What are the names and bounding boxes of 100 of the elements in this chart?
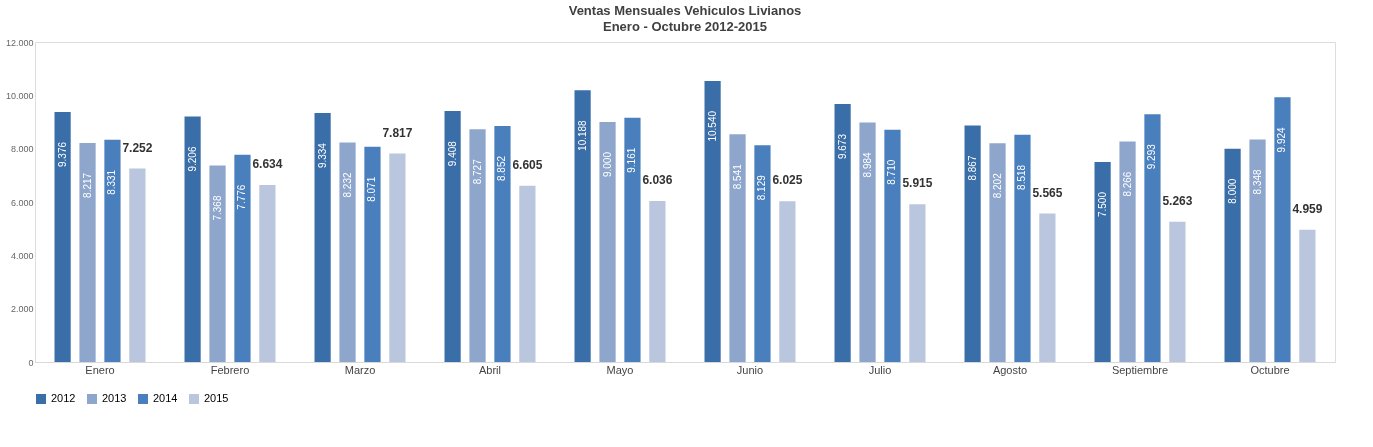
data-label: 9.673	[836, 133, 848, 160]
y-tick-label: 4.000	[10, 250, 34, 261]
x-tick-label: Mayo	[606, 363, 634, 376]
bar	[79, 142, 96, 362]
data-label: 6.025	[772, 173, 803, 188]
bar	[129, 168, 146, 362]
data-label: 8.202	[991, 172, 1003, 199]
y-tick-label: 0	[28, 357, 34, 368]
data-label: 7.817	[382, 125, 413, 140]
data-label: 8.518	[1016, 164, 1028, 190]
data-label: 4.959	[1292, 201, 1323, 216]
bar	[494, 125, 511, 362]
data-label: 9.161	[626, 147, 638, 173]
data-label: 8.071	[366, 176, 378, 202]
bar	[1274, 97, 1291, 362]
data-label: 5.263	[1162, 193, 1193, 208]
data-label: 9.334	[316, 142, 328, 169]
data-label: 7.252	[122, 140, 153, 155]
data-label: 7.776	[236, 184, 248, 210]
bar	[884, 129, 901, 362]
bar	[859, 122, 876, 362]
data-label: 8.541	[731, 163, 743, 190]
data-label: 9.376	[56, 141, 68, 167]
bar	[389, 153, 406, 362]
bar	[779, 201, 796, 362]
bar	[339, 142, 356, 362]
data-label: 6.634	[252, 157, 283, 172]
bar	[259, 185, 276, 362]
bar	[184, 116, 201, 362]
x-tick-label: Febrero	[210, 363, 250, 376]
data-label: 9.924	[1276, 126, 1288, 153]
x-tick-label: Enero	[85, 363, 115, 376]
data-label: 6.605	[512, 157, 543, 172]
data-label: 8.984	[861, 152, 873, 178]
y-tick-label: 8.000	[10, 144, 34, 155]
bar	[314, 113, 331, 362]
bar	[574, 90, 591, 362]
x-tick-label: Septiembre	[1111, 363, 1169, 376]
bar	[469, 129, 486, 362]
data-label: 9.293	[1146, 143, 1158, 170]
bar	[834, 104, 851, 362]
y-tick-label: 10.000	[5, 90, 34, 101]
data-label: 7.368	[211, 195, 223, 221]
x-tick-label: Abril	[478, 363, 502, 376]
bar	[519, 185, 536, 362]
bar	[1094, 162, 1111, 362]
legend-label: 2014	[153, 392, 178, 404]
data-label: 8.266	[1121, 171, 1133, 197]
data-label: 8.727	[471, 158, 483, 185]
bar	[104, 139, 121, 362]
bar	[909, 204, 926, 362]
data-label: 9.408	[446, 140, 458, 167]
bar	[234, 154, 251, 362]
legend-label: 2012	[51, 392, 76, 404]
x-tick-label: Marzo	[344, 363, 376, 376]
bar	[599, 122, 616, 362]
data-label: 5.915	[902, 176, 933, 191]
data-label: 10.540	[706, 110, 718, 142]
x-tick-label: Agosto	[992, 363, 1028, 376]
data-label: 8.852	[496, 155, 508, 181]
legend-label: 2015	[204, 392, 229, 404]
bar	[209, 165, 226, 362]
chart-subtitle: Enero - Octubre 2012-2015	[602, 19, 768, 34]
data-label: 8.232	[341, 172, 353, 198]
data-label: 8.000	[1226, 178, 1238, 204]
data-label: 8.710	[886, 159, 898, 185]
bar	[364, 146, 381, 362]
y-tick-label: 6.000	[10, 197, 34, 208]
bar	[964, 125, 981, 362]
data-label: 10.188	[576, 119, 588, 151]
data-label: 8.348	[1251, 168, 1263, 195]
data-label: 8.129	[756, 174, 768, 201]
bar	[729, 134, 746, 362]
data-label: 9.000	[601, 151, 613, 178]
x-tick-label: Junio	[736, 363, 764, 376]
data-label: 8.217	[81, 172, 93, 198]
bar	[1299, 229, 1316, 362]
legend-label: 2013	[102, 392, 127, 404]
bar	[1119, 141, 1136, 362]
bar	[624, 117, 641, 362]
bar	[989, 143, 1006, 362]
bar	[1014, 134, 1031, 362]
data-label: 8.331	[106, 169, 118, 195]
data-label: 6.036	[642, 173, 673, 188]
bar	[444, 111, 461, 362]
y-tick-label: 2.000	[10, 304, 34, 315]
bar	[1249, 139, 1266, 362]
bar	[1224, 148, 1241, 362]
x-tick-label: Octubre	[1250, 363, 1290, 376]
bar	[1039, 213, 1056, 362]
bar	[754, 145, 771, 362]
bar	[1144, 114, 1161, 362]
bar	[704, 80, 721, 362]
y-tick-label: 12.000	[5, 37, 34, 48]
bar	[649, 201, 666, 362]
data-label: 9.206	[186, 146, 198, 172]
chart-title: Ventas Mensuales Vehiculos Livianos	[568, 3, 802, 18]
data-label: 7.500	[1096, 191, 1108, 218]
bar	[1169, 221, 1186, 362]
bar	[54, 111, 71, 362]
